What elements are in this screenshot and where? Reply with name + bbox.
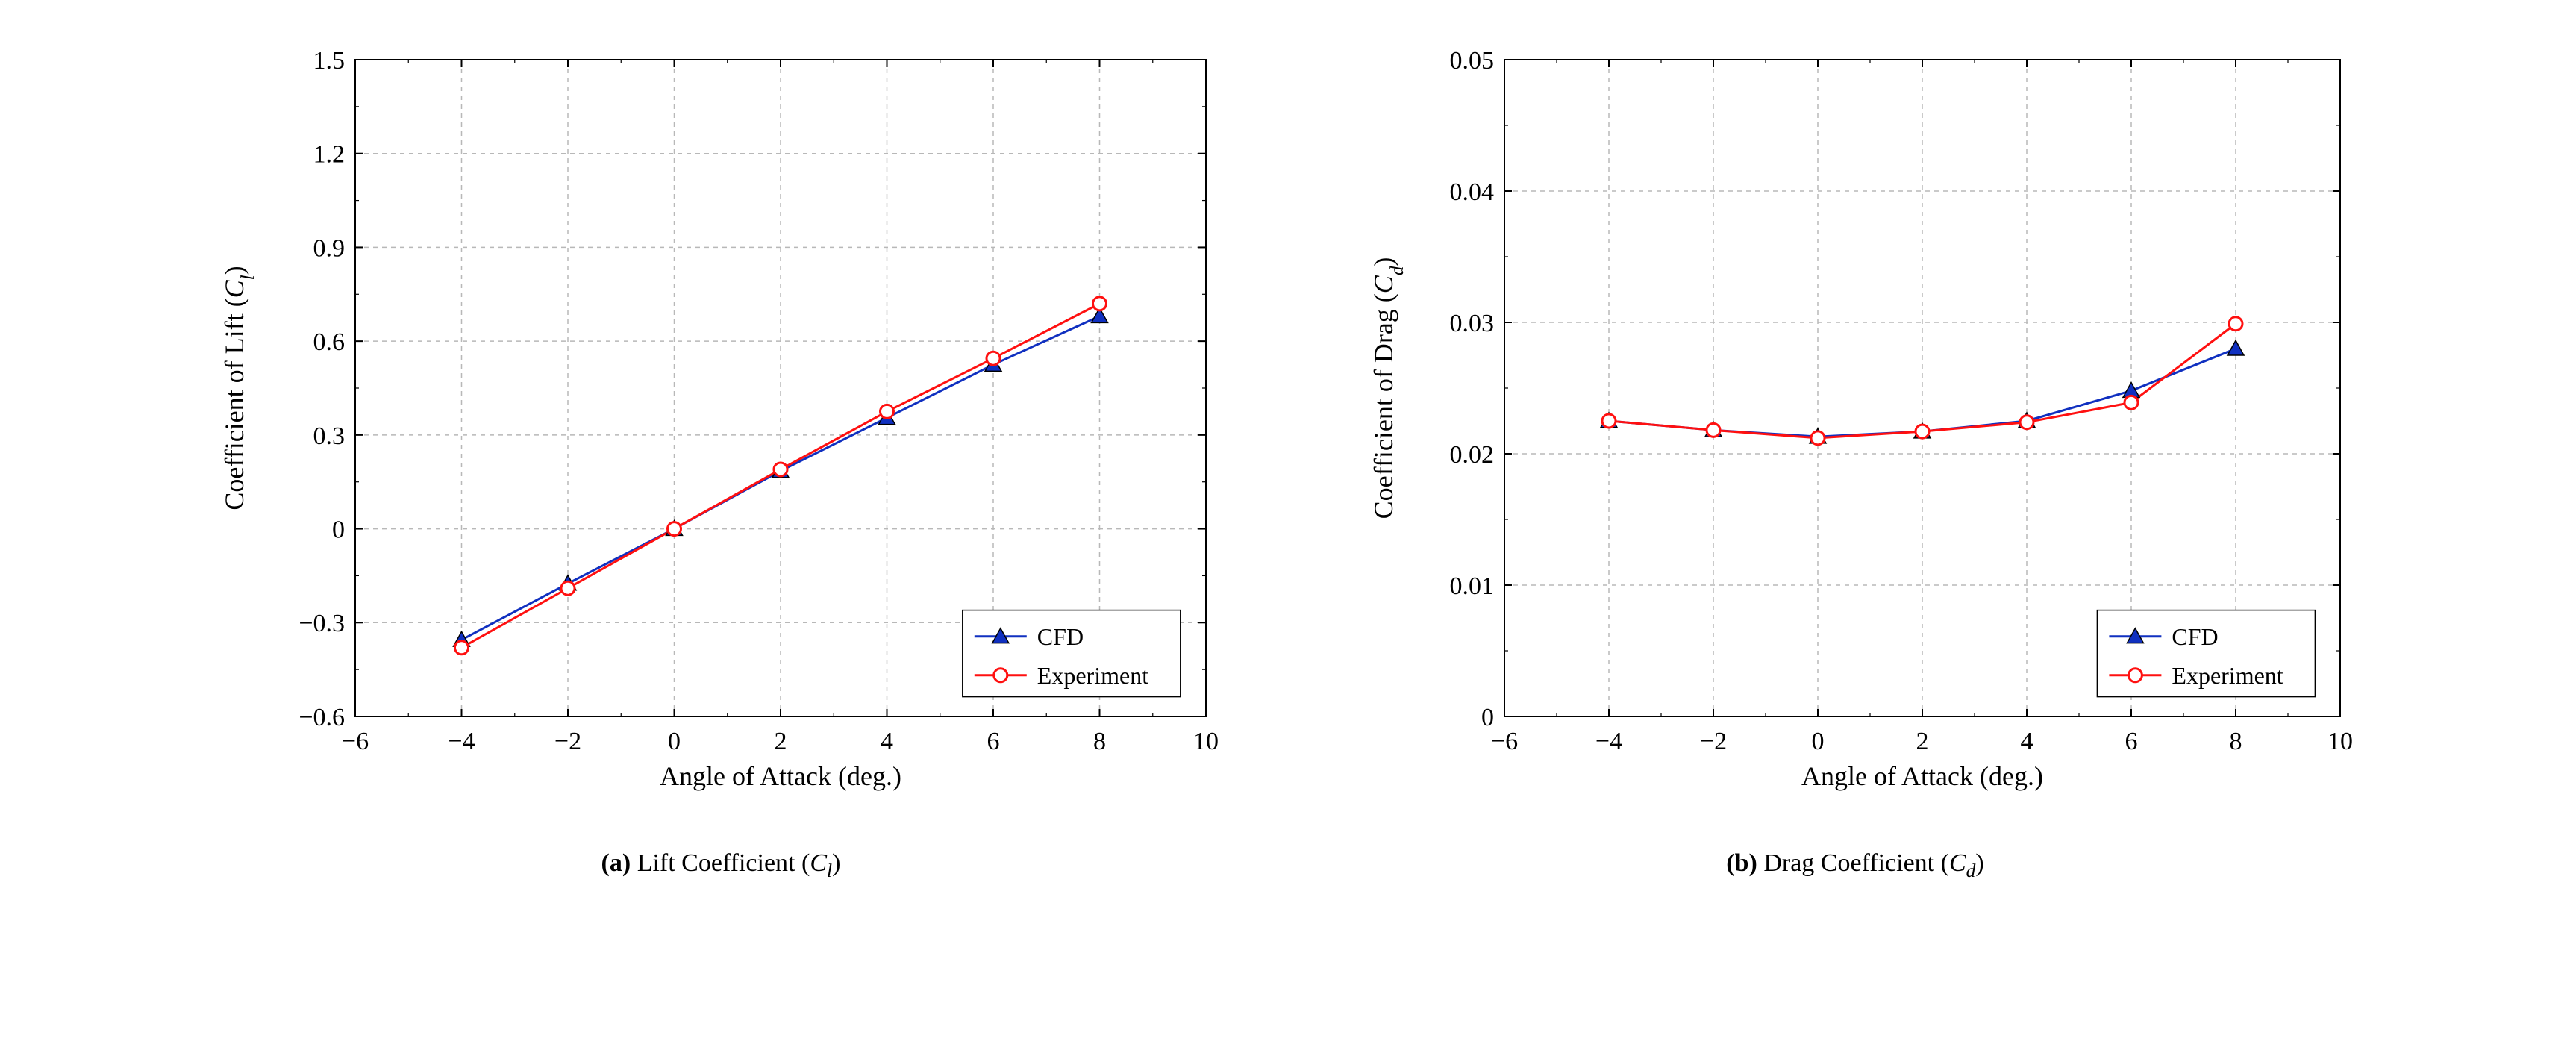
svg-text:1.2: 1.2 [313,141,346,169]
caption-drag-suffix: ) [1975,849,1983,877]
svg-text:4: 4 [2021,728,2033,755]
svg-text:1.5: 1.5 [313,47,346,75]
svg-text:2: 2 [1916,728,1929,755]
svg-text:6: 6 [2125,728,2138,755]
svg-text:0.6: 0.6 [313,328,346,356]
caption-lift-suffix: ) [832,849,840,877]
svg-text:0.3: 0.3 [313,422,346,450]
svg-text:0: 0 [1812,728,1825,755]
svg-text:8: 8 [1093,728,1106,755]
svg-text:Experiment: Experiment [1037,662,1148,689]
svg-text:0.9: 0.9 [313,234,346,262]
svg-text:0: 0 [668,728,681,755]
svg-text:10: 10 [2328,728,2353,755]
svg-text:Experiment: Experiment [2172,662,2283,689]
svg-text:−6: −6 [342,728,369,755]
svg-text:0: 0 [1481,704,1494,731]
svg-text:2: 2 [775,728,787,755]
figure-row: −6 −4 −2 0 2 4 6 8 10 −0.6 −0.3 0 0.3 0.6 0.9 1.2 1.5 Ang… [15,15,2561,882]
caption-drag-text: Drag Coefficient ( [1763,849,1949,877]
caption-lift: (a) Lift Coefficient (Cl) [601,849,841,882]
caption-drag: (b) Drag Coefficient (Cd) [1726,849,1983,882]
caption-drag-prefix: (b) [1726,849,1757,877]
svg-text:0.04: 0.04 [1450,178,1495,206]
caption-drag-sub: d [1966,860,1976,881]
svg-text:Coefficient of Lift (Cl): Coefficient of Lift (Cl) [219,266,258,510]
svg-text:−0.3: −0.3 [298,610,345,637]
svg-text:0.05: 0.05 [1450,47,1495,75]
svg-text:0.02: 0.02 [1450,441,1495,469]
svg-text:−2: −2 [1700,728,1727,755]
svg-text:Angle of Attack (deg.): Angle of Attack (deg.) [660,761,901,791]
svg-text:CFD: CFD [2172,623,2218,650]
svg-text:0.03: 0.03 [1450,310,1495,337]
svg-text:Coefficient of Drag (Cd): Coefficient of Drag (Cd) [1369,257,1407,519]
svg-text:0.01: 0.01 [1450,572,1495,600]
caption-lift-text: Lift Coefficient ( [637,849,810,877]
svg-text:Angle of Attack (deg.): Angle of Attack (deg.) [1801,761,2043,791]
svg-text:0: 0 [332,516,345,543]
svg-text:4: 4 [881,728,893,755]
chart-lift: −6 −4 −2 0 2 4 6 8 10 −0.6 −0.3 0 0.3 0.6 0.9 1.2 1.5 Ang… [198,15,1243,836]
caption-drag-symbol: C [1949,849,1966,877]
svg-text:−4: −4 [1595,728,1622,755]
svg-text:−6: −6 [1491,728,1518,755]
panel-lift: −6 −4 −2 0 2 4 6 8 10 −0.6 −0.3 0 0.3 0.6 0.9 1.2 1.5 Ang… [198,15,1243,882]
svg-text:6: 6 [987,728,1000,755]
panel-drag: −6 −4 −2 0 2 4 6 8 10 0 0.01 0.02 0.03 0.04 0.05 Angle … [1333,15,2378,882]
svg-text:−4: −4 [448,728,475,755]
svg-text:10: 10 [1193,728,1219,755]
caption-lift-symbol: C [810,849,827,877]
chart-drag: −6 −4 −2 0 2 4 6 8 10 0 0.01 0.02 0.03 0.04 0.05 Angle … [1333,15,2378,836]
svg-text:CFD: CFD [1037,623,1084,650]
svg-text:8: 8 [2230,728,2242,755]
svg-text:−2: −2 [554,728,581,755]
caption-lift-prefix: (a) [601,849,631,877]
svg-text:−0.6: −0.6 [298,704,345,731]
